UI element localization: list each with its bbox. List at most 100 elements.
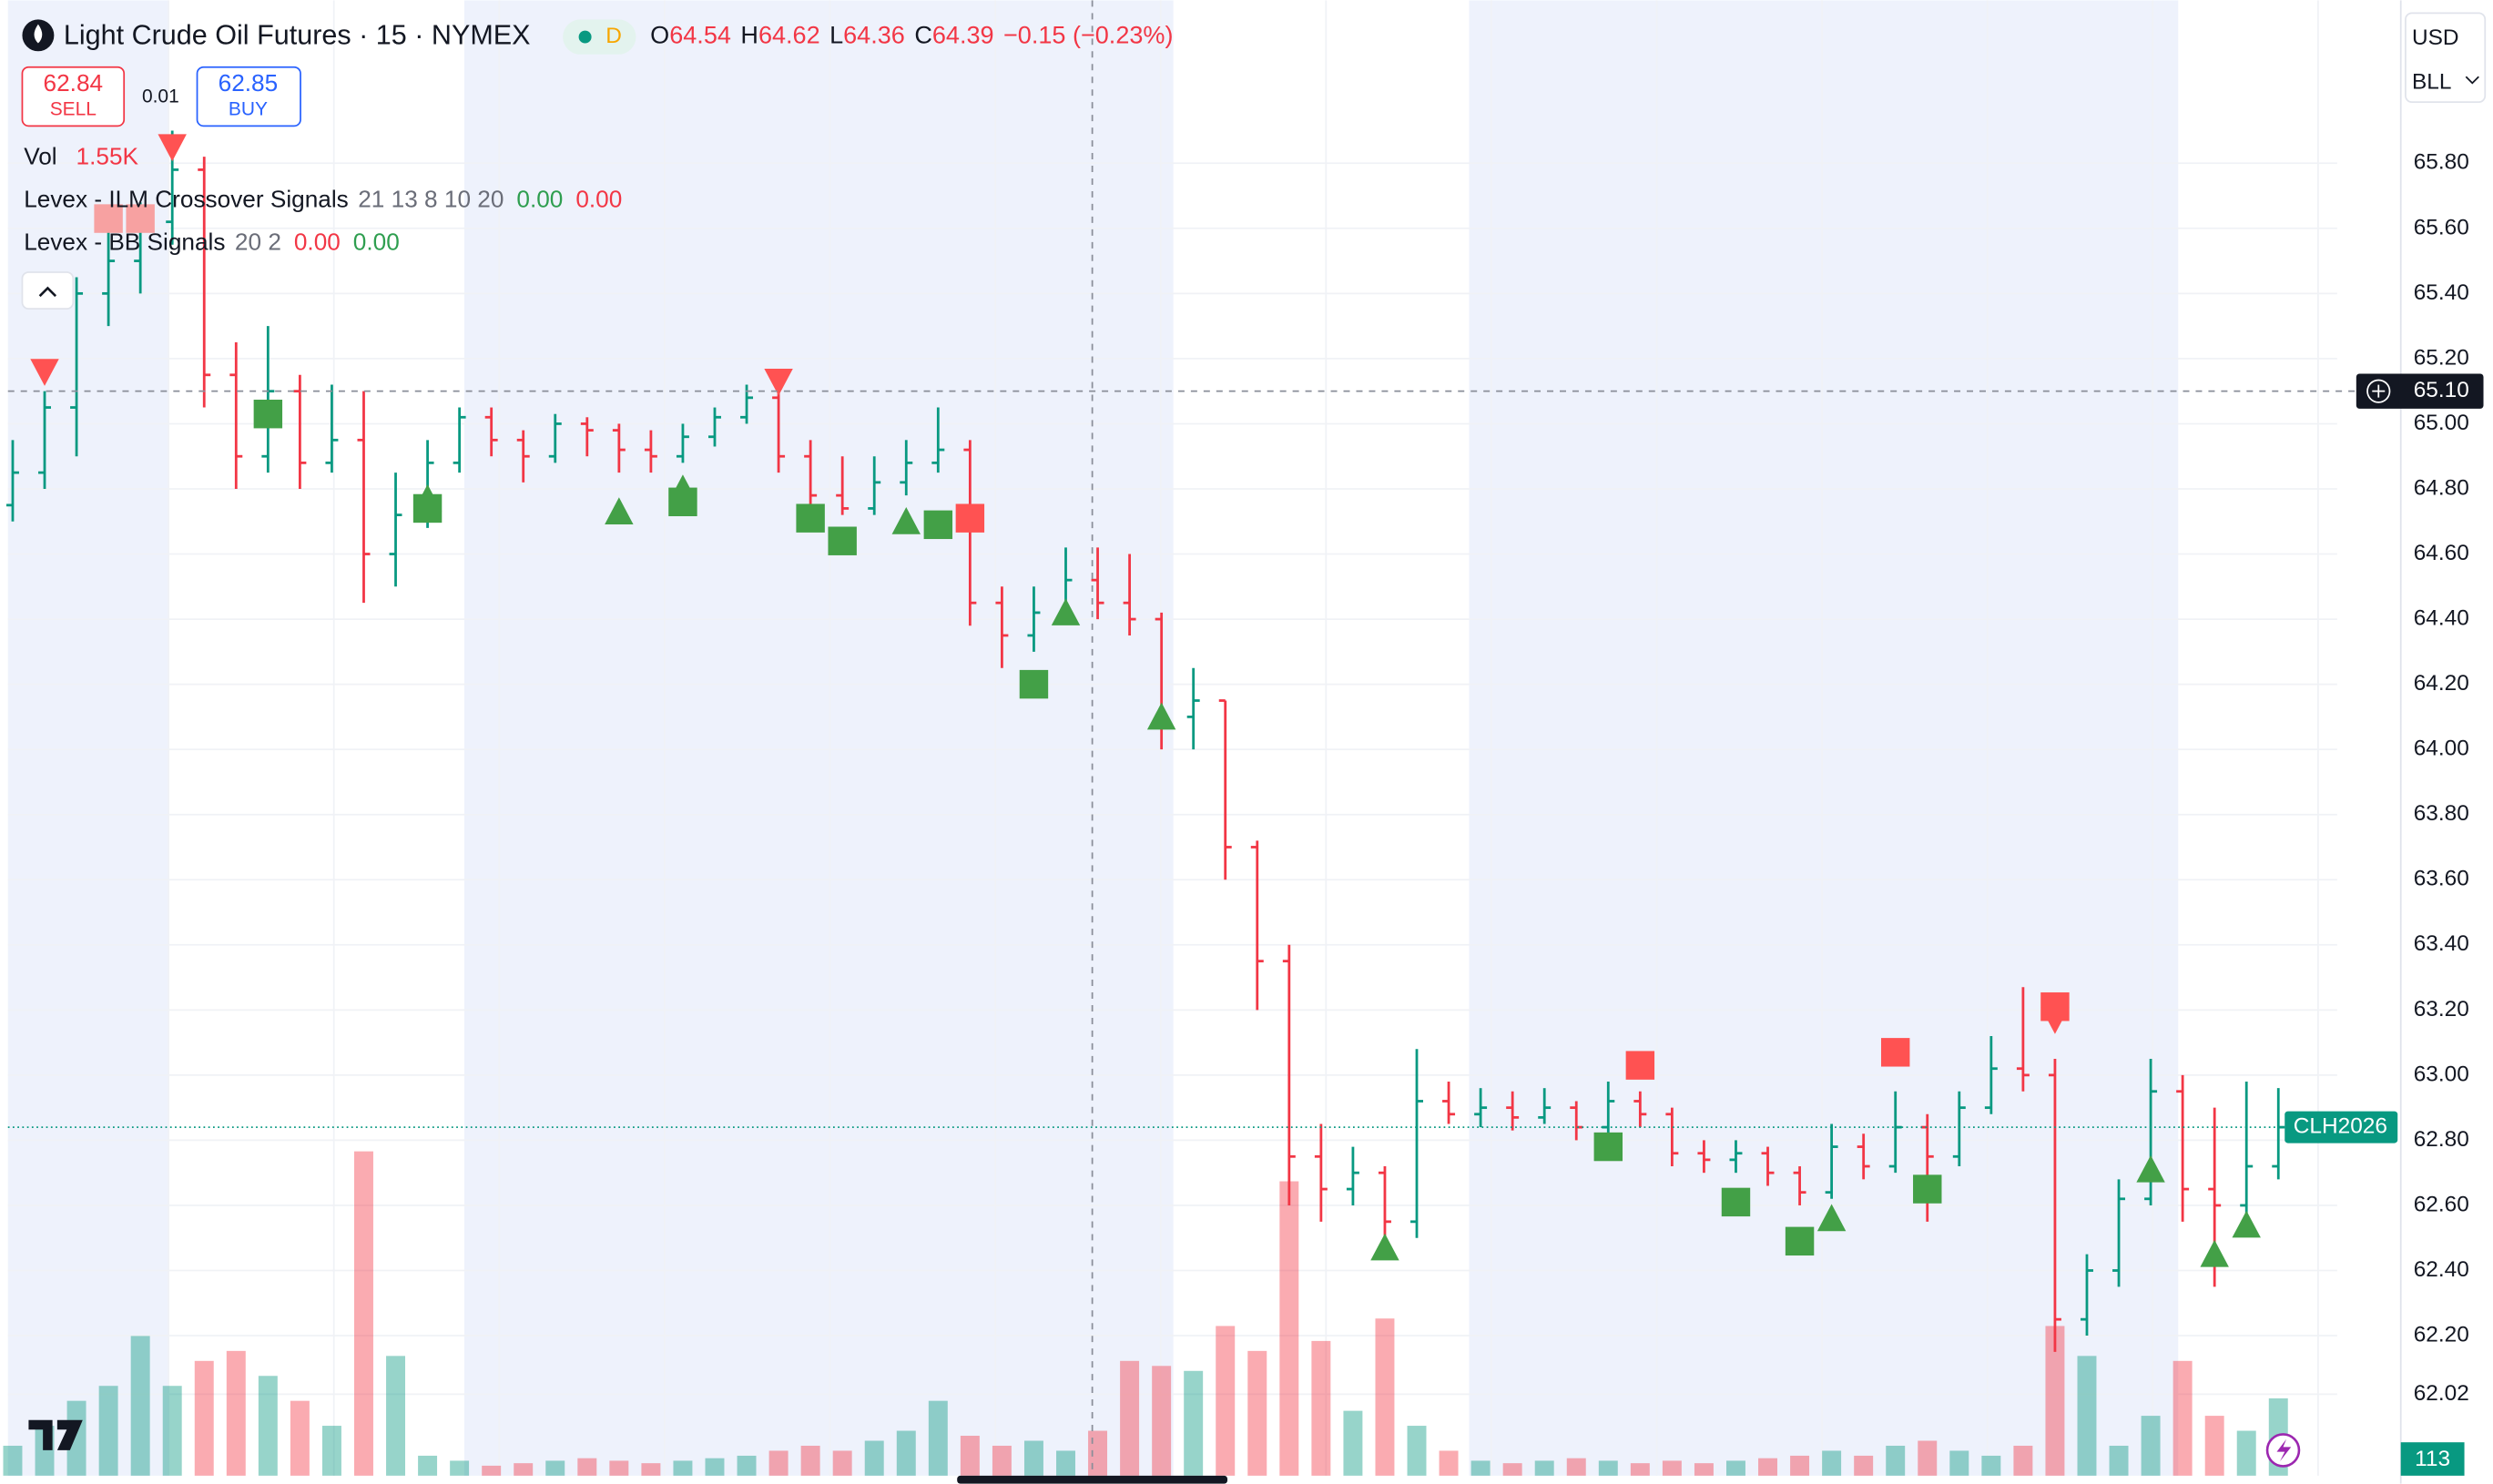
volume-bar (1439, 1450, 1459, 1476)
ohlc-bar (229, 342, 243, 489)
ohlc-value: 64.36 (843, 22, 905, 49)
ohlc-bar (38, 391, 52, 489)
signal-square (1593, 1132, 1623, 1162)
volume-bar (928, 1400, 948, 1476)
signal-square (1913, 1174, 1942, 1204)
signal-up (412, 483, 443, 512)
volume-bar (2236, 1430, 2256, 1476)
volume-bar (386, 1356, 406, 1476)
currency[interactable]: USD (2412, 25, 2459, 50)
ohlc-bar (548, 413, 562, 463)
ohlc-bar (1633, 1091, 1647, 1128)
volume-bar (1152, 1366, 1172, 1476)
scrollbar[interactable] (957, 1475, 1228, 1484)
crosshair-plus (2366, 379, 2391, 403)
ohlc-bar (357, 391, 371, 604)
ohlc-bar (995, 586, 1009, 668)
tradingview-logo[interactable] (28, 1419, 83, 1450)
volume-bar (1694, 1463, 1714, 1476)
signal-square (1880, 1038, 1910, 1067)
last-price-label: CLH2026 (2294, 1114, 2387, 1139)
volume-bar (1566, 1458, 1586, 1476)
status-pill[interactable] (563, 19, 636, 55)
indicator-legend: Levex - ILM Crossover Signals 21 13 8 10 … (24, 185, 622, 255)
volume-bar (1056, 1450, 1075, 1476)
buy-button[interactable] (196, 66, 301, 127)
indicator-value: 0.00 (353, 228, 400, 255)
session-letter: D (605, 24, 622, 48)
y-tick-label: 65.60 (2414, 215, 2469, 239)
volume-bar (1598, 1460, 1618, 1476)
buy-price[interactable]: 62.85 (219, 69, 279, 97)
volume-bar (3, 1445, 23, 1476)
ohlc-bar (516, 430, 530, 483)
ohlc-bar (1793, 1166, 1806, 1205)
signal-up (2232, 1210, 2261, 1238)
indicator-value: 0.00 (575, 185, 622, 212)
volume-bar (1662, 1460, 1682, 1476)
y-tick-label: 65.80 (2414, 150, 2469, 175)
signal-down (2040, 1007, 2070, 1034)
currency-menu[interactable] (2405, 12, 2487, 104)
y-tick-label: 63.60 (2414, 867, 2469, 891)
ohlc-bar (453, 407, 466, 473)
ohlc-bar (1218, 699, 1232, 880)
ohlc-bar (2112, 1179, 2126, 1287)
y-tick-label: 63.80 (2414, 801, 2469, 826)
ohlc-bar (1538, 1088, 1552, 1124)
y-tick-label: 62.20 (2414, 1322, 2469, 1347)
indicator-value: 0.00 (516, 185, 563, 212)
volume-bar (1247, 1350, 1267, 1476)
volume-bar (1918, 1440, 1938, 1476)
symbol-title[interactable]: Light Crude Oil Futures · 15 · NYMEX (64, 20, 531, 51)
ohlc-value: 64.62 (758, 22, 820, 49)
volume-bar (1854, 1455, 1874, 1476)
collapse-icon (38, 286, 57, 298)
y-tick-label: 63.40 (2414, 931, 2469, 956)
volume-bar (1630, 1463, 1650, 1476)
ohlc-bar (1123, 554, 1136, 635)
ohlc-value: 64.54 (669, 22, 731, 49)
sell-price[interactable]: 62.84 (44, 69, 104, 97)
ohlc-values: O64.54 H64.62 L64.36 C64.39 −0.15 (−0.23%) (650, 22, 1173, 49)
y-tick-label: 65.00 (2414, 411, 2469, 435)
ohlc-bar (1825, 1123, 1838, 1199)
sell-button[interactable] (21, 66, 126, 127)
ohlc-bar (836, 456, 850, 515)
volume-bar (1726, 1460, 1745, 1476)
crosshair-label-bg (2356, 373, 2484, 409)
buy-label[interactable]: BUY (229, 98, 268, 119)
ohlc-bar (580, 417, 594, 457)
ohlc-bar (293, 374, 307, 489)
signal-square (1721, 1187, 1751, 1217)
signal-down (30, 359, 59, 386)
ohlc-key: C (914, 22, 932, 49)
ohlc-bar (1984, 1035, 1998, 1114)
ohlc-bar (931, 407, 945, 473)
ohlc-key: H (740, 22, 758, 49)
volume-bar (1949, 1450, 1969, 1476)
unit[interactable]: BLL (2412, 70, 2451, 95)
y-tick-label: 62.60 (2414, 1192, 2469, 1216)
sell-label[interactable]: SELL (50, 98, 97, 119)
volume-bar (1088, 1430, 1108, 1476)
signal-square (1785, 1226, 1815, 1256)
volume-bar (673, 1460, 693, 1476)
volume-bar (1311, 1340, 1331, 1476)
y-tick-label: 65.40 (2414, 280, 2469, 305)
ohlc-bar (1506, 1091, 1520, 1131)
y-tick-label: 63.00 (2414, 1062, 2469, 1086)
signal-square (1625, 1051, 1655, 1080)
legend-name: Vol (24, 142, 56, 169)
crosshair-label: 65.10 (2414, 378, 2469, 402)
signal-up (1370, 1233, 1399, 1261)
volume-bar (226, 1350, 246, 1476)
signal-up (2136, 1154, 2165, 1183)
crosshair-plus-icon (2372, 384, 2386, 398)
y-tick-label: 62.40 (2414, 1257, 2469, 1282)
ohlc-bar (2048, 1058, 2061, 1352)
ohlc-bar (1186, 667, 1200, 750)
volume-bar (2077, 1356, 2097, 1476)
collapse-button[interactable] (21, 271, 75, 310)
volume-axis-label: 113 (2415, 1447, 2450, 1471)
